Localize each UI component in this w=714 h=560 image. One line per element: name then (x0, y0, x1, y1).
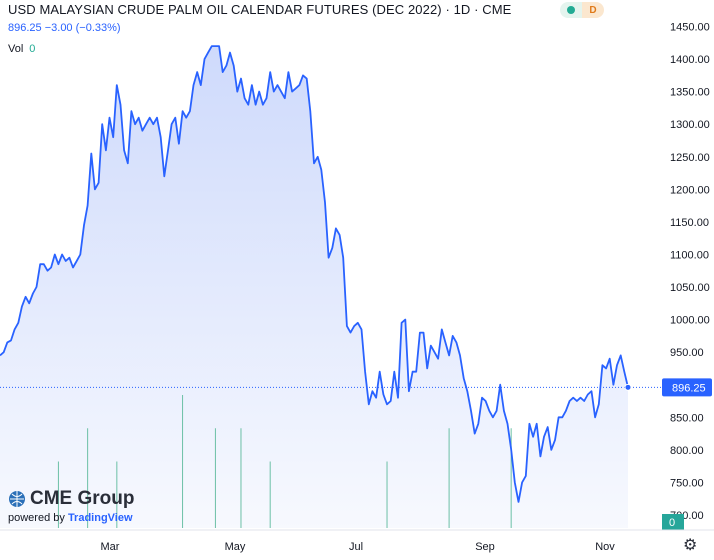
y-tick-label: 1450.00 (670, 22, 710, 34)
powered-by[interactable]: powered by TradingView (8, 512, 135, 524)
market-status[interactable]: D (560, 2, 604, 18)
volume-value: 0 (29, 43, 36, 55)
y-tick-label: 1300.00 (670, 119, 710, 131)
cme-globe-icon (9, 491, 25, 507)
y-tick-label: 1350.00 (670, 87, 710, 99)
volume-bar (214, 428, 216, 528)
y-tick-label: 1050.00 (670, 282, 710, 294)
status-dot-icon (567, 6, 575, 14)
settings-gear-icon[interactable]: ⚙ (683, 537, 698, 554)
y-tick-label: 800.00 (670, 445, 704, 457)
price-line (0, 45, 629, 503)
y-tick-label: 1000.00 (670, 315, 710, 327)
volume-bar (182, 395, 184, 528)
volume-axis-label: 0 (669, 517, 675, 529)
volume-bar (87, 428, 89, 528)
volume-label: Vol (8, 43, 24, 55)
volume-bar (240, 428, 242, 528)
powered-by-label: powered by (8, 512, 65, 524)
brand-block[interactable]: CME Group powered by TradingView (8, 488, 135, 524)
volume-bar (386, 461, 388, 528)
volume-bar (448, 428, 450, 528)
market-open-indicator[interactable] (560, 2, 582, 18)
tradingview-link[interactable]: TradingView (67, 512, 133, 524)
delayed-data-badge[interactable]: D (582, 2, 604, 18)
x-tick-label: Nov (595, 541, 615, 553)
last-price: 896.25 (8, 22, 42, 34)
y-tick-label: 1400.00 (670, 54, 710, 66)
x-tick-label: Sep (475, 541, 495, 553)
y-tick-label: 950.00 (670, 347, 704, 359)
x-tick-label: Jul (349, 541, 363, 553)
price-area (0, 46, 628, 528)
volume-bar (510, 428, 512, 528)
y-tick-label: 1200.00 (670, 184, 710, 196)
volume-bar (116, 461, 118, 528)
volume-axis-label-bg (662, 514, 684, 530)
volume-bar (269, 461, 271, 528)
y-tick-label: 1100.00 (670, 249, 709, 261)
last-price-marker (624, 383, 632, 391)
chart-header: USD MALAYSIAN CRUDE PALM OIL CALENDAR FU… (8, 2, 511, 17)
chart-title: USD MALAYSIAN CRUDE PALM OIL CALENDAR FU… (8, 2, 512, 17)
x-tick-label: Mar (101, 541, 120, 553)
cme-logo[interactable]: CME Group (8, 488, 135, 510)
y-tick-label: 1250.00 (670, 152, 710, 164)
cme-logo-text: CME Group (30, 488, 135, 509)
x-tick-label: May (225, 541, 246, 553)
y-tick-label: 750.00 (670, 477, 704, 489)
y-tick-label: 850.00 (670, 412, 704, 424)
last-price-label: 896.25 (672, 382, 706, 394)
last-price-label-bg (662, 378, 712, 397)
volume-bar (57, 461, 59, 528)
quote-line: 896.25 −3.00 (−0.33%) (8, 22, 121, 34)
y-tick-label: 1150.00 (670, 217, 709, 229)
price-change: −3.00 (−0.33%) (44, 22, 121, 34)
volume-legend: Vol 0 (8, 43, 35, 55)
